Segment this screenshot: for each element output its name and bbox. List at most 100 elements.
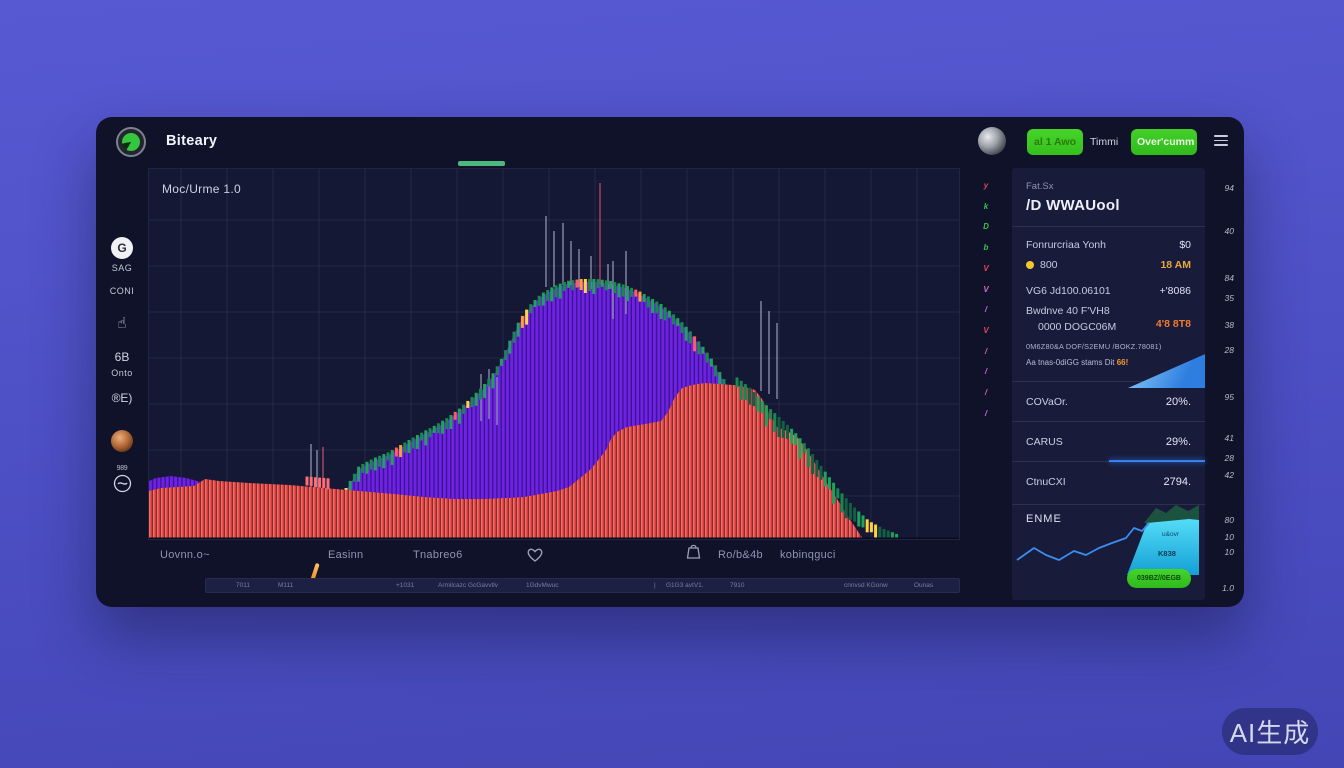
menu-icon[interactable]: [1214, 135, 1228, 149]
profile-icon[interactable]: G: [96, 237, 148, 259]
timeline-label: 1GdvMwuc: [526, 582, 559, 589]
timeline-label: +1031: [396, 582, 415, 589]
hand-cursor-icon[interactable]: ☝: [117, 315, 127, 332]
axis-value: 41: [1224, 433, 1234, 443]
info-row: Fonrurcriaa Yonh $0: [1012, 235, 1205, 255]
info-value-highlight: 4'8 8T8: [1155, 318, 1191, 330]
info-value: +'8086: [1159, 285, 1192, 297]
trade-marker: /: [984, 408, 988, 418]
trade-marker: /: [984, 346, 988, 356]
mini-chart-section: ENME u&ovr K838 039BZ//0EGB: [1012, 504, 1205, 600]
topbar-label: Timmi: [1090, 136, 1119, 148]
stat-label: CARUS: [1026, 435, 1063, 448]
wedge-label-1: u&ovr: [1162, 531, 1179, 538]
bottom-nav-item[interactable]: Tnabreo6: [413, 549, 463, 561]
trade-marker: V: [983, 284, 989, 294]
info-label: 800: [1026, 259, 1058, 271]
axis-value: 1.0: [1222, 583, 1234, 593]
axis-value: 80: [1224, 515, 1234, 525]
stat-value: 29%.: [1165, 435, 1191, 448]
active-tab-indicator: [458, 161, 505, 166]
axis-value: 95: [1224, 392, 1234, 402]
topbar: Biteary al 1 Awo Timmi Over'cumm: [96, 117, 1244, 167]
trade-marker: y: [983, 181, 989, 190]
axis-value: 10: [1224, 547, 1234, 557]
mini-action-button[interactable]: 039BZ//0EGB: [1127, 569, 1191, 588]
app-logo-icon: [116, 127, 146, 157]
timeline-label: Armilcazc GcGavvtlv: [438, 582, 498, 589]
info-row-double: Bwdnve 40 F'VH8 0000 DOGC06M 4'8 8T8: [1012, 301, 1205, 335]
chart-tools-icon[interactable]: 6B: [114, 350, 130, 364]
app-window: Biteary al 1 Awo Timmi Over'cumm G SAG CON…: [96, 117, 1244, 607]
timeline-label: G1G3 avtV1.: [666, 582, 704, 589]
bottom-nav-item[interactable]: Uovnn.o~: [160, 549, 210, 561]
trade-marker: k: [983, 201, 989, 211]
badge-icon[interactable]: ®E): [111, 391, 133, 405]
bottom-nav-item[interactable]: Ro/b&4b: [718, 549, 763, 561]
trade-marker: /: [984, 305, 988, 315]
status-dot-icon: [1026, 261, 1034, 269]
trade-marker: D: [983, 222, 989, 232]
timeline-label: 7910: [730, 582, 745, 589]
info-value: 18 AM: [1160, 259, 1191, 271]
heart-icon[interactable]: [526, 547, 544, 563]
swirl-icon[interactable]: [96, 474, 148, 498]
trade-marker: /: [984, 388, 988, 397]
brand-title: Biteary: [166, 133, 218, 149]
sidebar: G SAG CONI ☝ 6B Onto ®E) 989: [96, 167, 148, 607]
trade-marker: V: [983, 263, 989, 273]
wedge-label-2: K838: [1158, 549, 1176, 558]
ai-watermark: AI生成: [1222, 708, 1318, 755]
axis-value: 40: [1224, 226, 1234, 236]
info-sublabel: 0000 DOGC06M: [1038, 321, 1117, 333]
timeline-label: |: [654, 582, 656, 589]
bottom-nav-item[interactable]: Easinn: [328, 549, 364, 561]
axis-value: 10: [1224, 532, 1234, 542]
trade-marker: b: [983, 243, 989, 253]
mini-chart-label: ENME: [1026, 513, 1062, 525]
right-panel: Fat.Sx /D WWAUool Fonrurcriaa Yonh $0 80…: [1012, 168, 1205, 600]
stat-value: 2794.: [1163, 475, 1191, 488]
panel-note-2: Aa tnas-0diGG stams Dit 66!: [1026, 358, 1129, 367]
shield-bag-icon[interactable]: [686, 543, 701, 560]
axis-value: 35: [1224, 293, 1234, 303]
panel-title: /D WWAUool: [1026, 197, 1120, 214]
info-label: Fonrurcriaa Yonh: [1026, 239, 1106, 251]
info-label: VG6 Jd100.06101: [1026, 285, 1111, 297]
stat-label: COVaOr.: [1026, 395, 1068, 408]
user-avatar-small[interactable]: [96, 430, 148, 452]
axis-value: 94: [1224, 183, 1234, 193]
info-value: $0: [1179, 239, 1191, 251]
sidebar-item-onto[interactable]: Onto: [111, 368, 133, 378]
topbar-secondary-button[interactable]: Over'cumm: [1131, 129, 1197, 155]
stat-label: CtnuCXI: [1026, 475, 1066, 488]
mini-line-chart: [1016, 505, 1199, 575]
bottom-nav-item[interactable]: kobinqguci: [780, 549, 836, 561]
timeline-scrollbar[interactable]: 7011 M111 +1031 Armilcazc GcGavvtlv 1GdvMwuc…: [205, 578, 960, 593]
note-highlight: 66!: [1116, 358, 1129, 367]
timeline-label: 7011: [236, 582, 250, 589]
axis-value: 42: [1224, 470, 1234, 480]
stat-row[interactable]: COVaOr. 20%.: [1012, 381, 1205, 421]
topbar-primary-button[interactable]: al 1 Awo: [1027, 129, 1083, 155]
axis-value: 84: [1224, 273, 1234, 283]
sidebar-counter[interactable]: 989: [116, 465, 128, 472]
user-avatar[interactable]: [978, 127, 1006, 155]
stat-row[interactable]: CARUS 29%.: [1012, 421, 1205, 462]
panel-note: 0M6Z80&A DOF/S2EMU /BOKZ.78081): [1026, 342, 1162, 351]
stat-row[interactable]: CtnuCXI 2794.: [1012, 461, 1205, 501]
info-row: 800 18 AM: [1012, 255, 1205, 275]
info-label: Bwdnve 40 F'VH8: [1026, 305, 1110, 317]
panel-header: Fat.Sx /D WWAUool: [1012, 168, 1205, 227]
timeline-label: Ounas: [914, 582, 934, 589]
timeline-label: M111: [278, 582, 294, 589]
sidebar-item-sag[interactable]: SAG: [111, 263, 133, 273]
trade-marker: /: [984, 367, 988, 377]
main-chart-panel[interactable]: Moc/Urme 1.0: [148, 168, 960, 540]
panel-eyebrow: Fat.Sx: [1026, 181, 1054, 192]
stat-value: 20%.: [1165, 395, 1191, 408]
chart-title: Moc/Urme 1.0: [162, 182, 241, 196]
progress-bar: [1109, 459, 1205, 462]
sidebar-item-coni[interactable]: CONI: [109, 286, 135, 296]
